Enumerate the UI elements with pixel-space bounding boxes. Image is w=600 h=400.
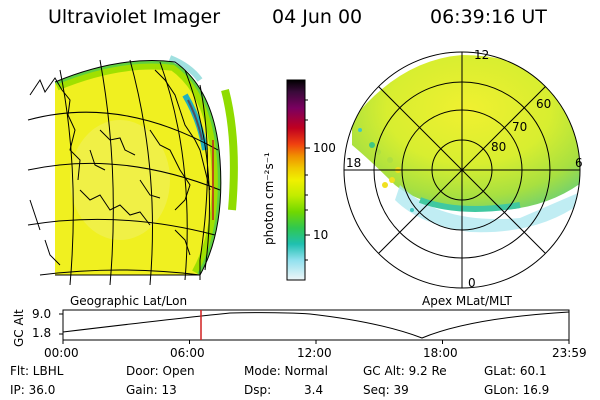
colorbar-tick-100: 100 <box>313 141 336 155</box>
altitude-ylabel: GC Alt <box>12 309 26 347</box>
colorbar-tick-10: 10 <box>313 228 329 242</box>
status-mode: Mode: Normal <box>244 364 328 378</box>
time-label: 06:39:16 UT <box>430 6 547 28</box>
status-gain: Gain: 13 <box>126 383 177 397</box>
apex-panel-label: Apex MLat/MLT <box>422 294 512 308</box>
geographic-image <box>27 55 238 286</box>
geographic-panel-label: Geographic Lat/Lon <box>70 294 188 308</box>
status-ip: IP: 36.0 <box>10 383 56 397</box>
status-dsp-label: Dsp: <box>244 383 272 397</box>
status-glon: GLon: 16.9 <box>484 383 550 397</box>
status-gcalt: GC Alt: 9.2 Re <box>363 364 447 378</box>
mlat-label-80: 80 <box>491 140 507 154</box>
app-title: Ultraviolet Imager <box>48 6 221 28</box>
altitude-xtick-0: 00:00 <box>44 346 79 360</box>
mlt-label-12: 12 <box>474 48 490 62</box>
altitude-xtick-4: 23:59 <box>552 346 587 360</box>
altitude-xtick-3: 18:00 <box>423 346 458 360</box>
status-dsp-value: 3.4 <box>304 383 324 397</box>
altitude-xtick-1: 06:00 <box>170 346 205 360</box>
mlt-label-18: 18 <box>346 156 362 170</box>
altitude-ytick-low: 1.8 <box>32 326 52 340</box>
altitude-ytick-high: 9.0 <box>32 307 52 321</box>
mlt-label-6: 6 <box>575 156 583 170</box>
mlat-label-60: 60 <box>536 97 552 111</box>
mlat-label-70: 70 <box>512 120 528 134</box>
colorbar-unit-label: photon cm⁻²s⁻¹ <box>262 152 276 245</box>
status-seq: Seq: 39 <box>363 383 409 397</box>
colorbar <box>286 79 310 281</box>
polar-image <box>343 51 581 289</box>
date-label: 04 Jun 00 <box>272 6 363 28</box>
status-flt: Flt: LBHL <box>10 364 64 378</box>
status-glat: GLat: 60.1 <box>484 364 547 378</box>
altitude-plot <box>59 309 570 344</box>
status-door: Door: Open <box>126 364 195 378</box>
mlt-label-0: 0 <box>468 276 476 290</box>
altitude-xtick-2: 12:00 <box>297 346 332 360</box>
